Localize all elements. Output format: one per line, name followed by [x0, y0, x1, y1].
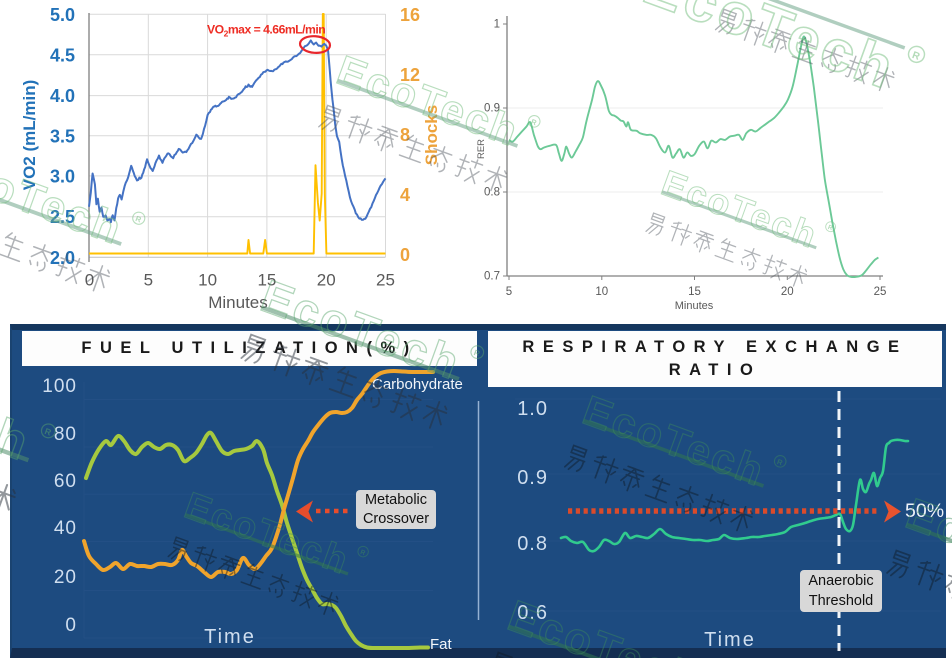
svg-text:Minutes: Minutes	[208, 293, 268, 312]
svg-text:0: 0	[400, 245, 410, 265]
svg-text:25: 25	[874, 286, 887, 298]
svg-text:3.5: 3.5	[50, 126, 75, 146]
svg-text:20: 20	[317, 270, 336, 289]
svg-text:0: 0	[85, 270, 94, 289]
svg-text:5: 5	[144, 270, 153, 289]
svg-text:Minutes: Minutes	[675, 300, 714, 312]
svg-text:4.0: 4.0	[50, 86, 75, 106]
svg-text:1: 1	[494, 19, 500, 31]
svg-text:5.0: 5.0	[50, 5, 75, 25]
svg-text:15: 15	[257, 270, 276, 289]
svg-text:VO2max = 4.66mL/min: VO2max = 4.66mL/min	[207, 23, 325, 39]
svg-text:4: 4	[400, 185, 410, 205]
svg-text:12: 12	[400, 65, 420, 85]
svg-text:20: 20	[781, 286, 794, 298]
svg-text:RER: RER	[476, 139, 487, 159]
svg-text:VO2 (mL/min): VO2 (mL/min)	[20, 80, 39, 191]
svg-text:16: 16	[400, 5, 420, 25]
svg-text:5: 5	[506, 286, 512, 298]
svg-text:2.5: 2.5	[50, 207, 75, 227]
svg-text:4.5: 4.5	[50, 45, 75, 65]
svg-text:0.7: 0.7	[484, 271, 500, 283]
svg-text:25: 25	[376, 270, 395, 289]
svg-text:0.9: 0.9	[484, 103, 500, 115]
svg-text:10: 10	[595, 286, 608, 298]
svg-text:2.0: 2.0	[50, 248, 75, 268]
svg-text:8: 8	[400, 125, 410, 145]
svg-text:15: 15	[688, 286, 701, 298]
svg-text:3.0: 3.0	[50, 166, 75, 186]
svg-text:0.8: 0.8	[484, 187, 500, 199]
svg-text:Shocks: Shocks	[422, 105, 441, 165]
svg-text:10: 10	[198, 270, 217, 289]
